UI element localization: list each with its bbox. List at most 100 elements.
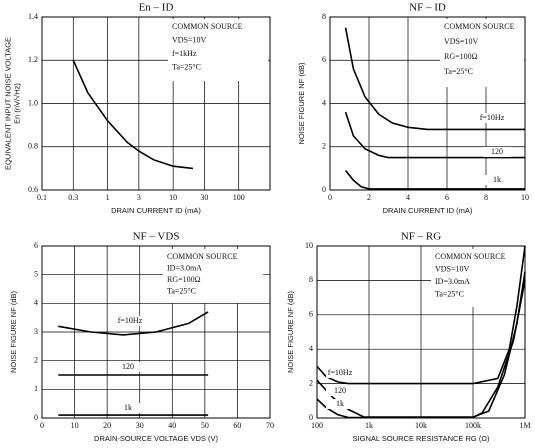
x-tick-label: 4: [406, 193, 410, 202]
curve-label-bg: [116, 316, 144, 326]
condition-text: f=1kHz: [172, 49, 197, 58]
x-tick-label: 100k: [465, 421, 481, 430]
curve-label: 1k: [336, 399, 344, 408]
y-tick-label: 1.2: [28, 55, 38, 64]
curve-label: 120: [334, 386, 346, 395]
y-tick-label: 2: [309, 378, 313, 387]
x-tick-label: 10k: [415, 421, 427, 430]
condition-text: Ta=25°C: [172, 62, 201, 71]
condition-text: Ta=25°C: [435, 289, 464, 298]
curve-label-bg: [326, 386, 354, 396]
condition-text: VDS=10V: [172, 35, 207, 44]
y-tick-label: 6: [309, 310, 313, 319]
x-tick-label: 2: [367, 193, 371, 202]
condition-text: RG=100Ω: [167, 275, 201, 284]
condition-box: [168, 19, 268, 81]
chart-title: NF – ID: [409, 2, 446, 14]
x-tick-label: 1M: [519, 421, 530, 430]
curve-label: f=10Hz: [328, 368, 353, 377]
curve-label-bg: [483, 175, 511, 185]
x-tick-label: 8: [484, 193, 488, 202]
x-axis-label: DRAIN-SOURCE VOLTAGE VDS (V): [94, 434, 218, 443]
x-tick-label: 50: [201, 421, 209, 430]
condition-text: COMMON SOURCE: [444, 22, 515, 31]
curve-label: 120: [122, 362, 134, 371]
curve: [58, 311, 209, 336]
y-tick-label: 5: [34, 269, 38, 278]
condition-text: Ta=25°C: [167, 286, 196, 295]
x-tick-label: 30: [200, 193, 208, 202]
curve-label: f=10Hz: [118, 316, 143, 325]
curve: [72, 59, 193, 170]
curve: [344, 111, 525, 159]
y-tick-label: 3: [34, 327, 38, 336]
x-tick-label: 0.3: [68, 193, 78, 202]
x-tick-label: 100: [233, 193, 245, 202]
x-tick-label: 0: [40, 421, 44, 430]
y-axis-label: EQUIVALENT INPUT NOISE VOLTAGE: [3, 37, 12, 170]
condition-text: COMMON SOURCE: [172, 22, 243, 31]
condition-text: VDS=10V: [435, 264, 470, 273]
chart-title: NF – RG: [401, 231, 441, 243]
curve-label-bg: [114, 403, 142, 413]
curve-label: 120: [491, 147, 503, 156]
x-tick-label: 70: [266, 421, 274, 430]
chart-title: En – ID: [139, 2, 174, 14]
y-tick-label: 0: [309, 413, 313, 422]
y-tick-label: 8: [309, 275, 313, 284]
curve-label-bg: [478, 113, 506, 123]
condition-text: Ta=25°C: [444, 67, 473, 76]
condition-box: [440, 19, 524, 87]
curve-label-bg: [326, 368, 354, 378]
x-tick-label: 1: [106, 193, 110, 202]
condition-text: ID=3.0mA: [167, 263, 202, 272]
y-tick-label: 0.6: [28, 185, 38, 194]
curve-label: 1k: [124, 403, 132, 412]
curve: [316, 280, 526, 419]
x-tick-label: 0: [328, 193, 332, 202]
y-tick-label: 4: [322, 98, 326, 107]
curve-label-bg: [326, 399, 354, 409]
x-tick-label: 100: [311, 421, 323, 430]
condition-box: [431, 249, 524, 307]
y-tick-label: 1: [34, 384, 38, 393]
y-axis-label: NOISE FIGURE NF (dB): [297, 62, 306, 145]
x-tick-label: 60: [233, 421, 241, 430]
x-axis-label: DRAIN CURRENT ID (mA): [383, 206, 473, 215]
x-tick-label: 10: [521, 193, 529, 202]
curve-label: 1k: [493, 175, 501, 184]
curve: [316, 245, 526, 385]
x-tick-label: 10: [71, 421, 79, 430]
condition-text: VDS=10V: [444, 37, 479, 46]
y-tick-label: 0.8: [28, 142, 38, 151]
curve-label-bg: [114, 362, 142, 372]
y-tick-label: 6: [34, 241, 38, 250]
condition-text: RG=100Ω: [444, 52, 478, 61]
condition-box: [163, 249, 263, 303]
y-tick-label: 0: [34, 413, 38, 422]
chart-title: NF – VDS: [133, 231, 180, 243]
y-axis-label: NOISE FIGURE NF (dB): [286, 290, 295, 373]
condition-text: COMMON SOURCE: [167, 252, 238, 261]
condition-text: COMMON SOURCE: [435, 252, 506, 261]
x-tick-label: 1k: [365, 421, 373, 430]
y-tick-label: 2: [34, 355, 38, 364]
condition-text: ID=3.0mA: [435, 277, 470, 286]
curve-label-bg: [483, 147, 511, 157]
y-axis-label: En (nV/√Hz): [12, 83, 21, 124]
y-tick-label: 10: [305, 241, 313, 250]
y-tick-label: 1.4: [28, 12, 38, 21]
y-tick-label: 6: [322, 55, 326, 64]
x-tick-label: 30: [136, 421, 144, 430]
y-tick-label: 4: [34, 298, 38, 307]
y-axis-label: NOISE FIGURE NF (dB): [9, 290, 18, 373]
y-tick-label: 2: [322, 142, 326, 151]
x-tick-label: 10: [169, 193, 177, 202]
x-tick-label: 6: [445, 193, 449, 202]
curve-label: f=10Hz: [480, 113, 505, 122]
x-axis-label: DRAIN CURRENT ID (mA): [111, 206, 201, 215]
curve: [344, 27, 525, 131]
x-tick-label: 3: [137, 193, 141, 202]
x-tick-label: 0.1: [37, 193, 47, 202]
